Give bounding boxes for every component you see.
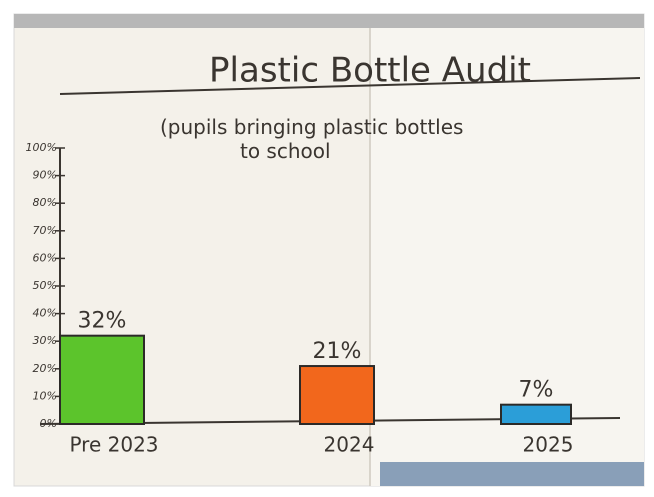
y-tick-label: 60% [33,251,57,264]
chart-subtitle: (pupils bringing plastic bottles to schoo… [160,115,463,163]
title-underline [59,77,641,95]
y-tick-label: 80% [33,196,57,209]
y-tick-label: 40% [33,307,57,320]
y-tick-label: 0% [40,417,57,430]
y-tick-label: 90% [33,169,57,182]
y-tick-label: 10% [33,389,57,402]
value-label: 21% [313,339,362,364]
y-tick-label: 30% [33,334,57,347]
x-tick-label: 2024 [324,433,375,457]
value-label: 7% [519,378,554,403]
y-tick-label: 20% [33,362,57,375]
bar [299,365,375,426]
bottom-strip [380,462,644,486]
y-tick-label: 50% [33,279,57,292]
y-tick-label: 70% [33,224,57,237]
value-label: 32% [78,309,127,334]
x-tick-label: Pre 2023 [69,433,158,457]
x-tick-label: 2025 [523,433,574,457]
bar [59,334,145,425]
bar [500,403,572,425]
chart-title: Plastic Bottle Audit [209,51,531,91]
top-strip [14,14,644,28]
y-tick-label: 100% [26,141,57,154]
